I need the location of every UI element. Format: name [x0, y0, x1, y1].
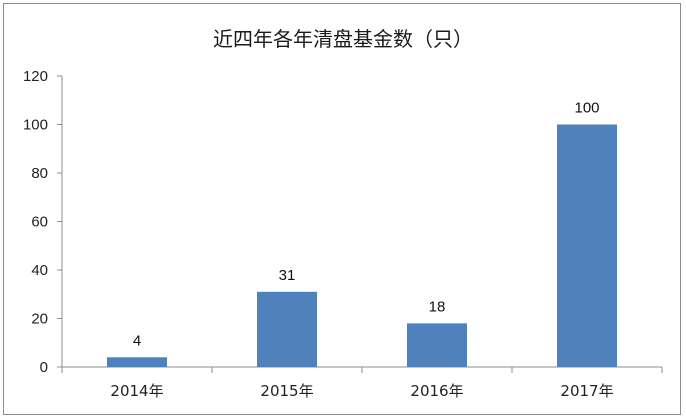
data-label: 4 — [133, 332, 141, 349]
data-label: 31 — [279, 267, 296, 284]
x-axis: 2014年 2015年 2016年 2017年 — [61, 366, 663, 400]
y-tick-label: 20 — [31, 311, 48, 328]
data-label: 100 — [574, 100, 599, 117]
data-labels: 4 31 18 100 — [133, 100, 600, 350]
bar-2017年 — [557, 124, 617, 367]
y-tick-label: 0 — [40, 359, 48, 376]
y-tick-label: 40 — [31, 262, 48, 279]
bar-2014年 — [107, 357, 167, 367]
x-category-label: 2017年 — [560, 382, 613, 400]
data-label: 18 — [429, 298, 446, 315]
bar-series — [107, 124, 617, 367]
y-tick-label: 100 — [23, 117, 48, 134]
x-category-label: 2015年 — [260, 382, 313, 400]
bar-2015年 — [257, 291, 317, 367]
y-tick-label: 60 — [31, 214, 48, 231]
bar-2016年 — [407, 323, 467, 367]
y-tick-label: 80 — [31, 165, 48, 182]
chart-title: 近四年各年清盘基金数（只） — [213, 27, 473, 51]
y-tick-label: 120 — [23, 68, 48, 85]
x-category-label: 2016年 — [410, 382, 463, 400]
y-axis: 0 20 40 60 80 100 120 — [23, 68, 63, 376]
x-category-label: 2014年 — [110, 382, 163, 400]
